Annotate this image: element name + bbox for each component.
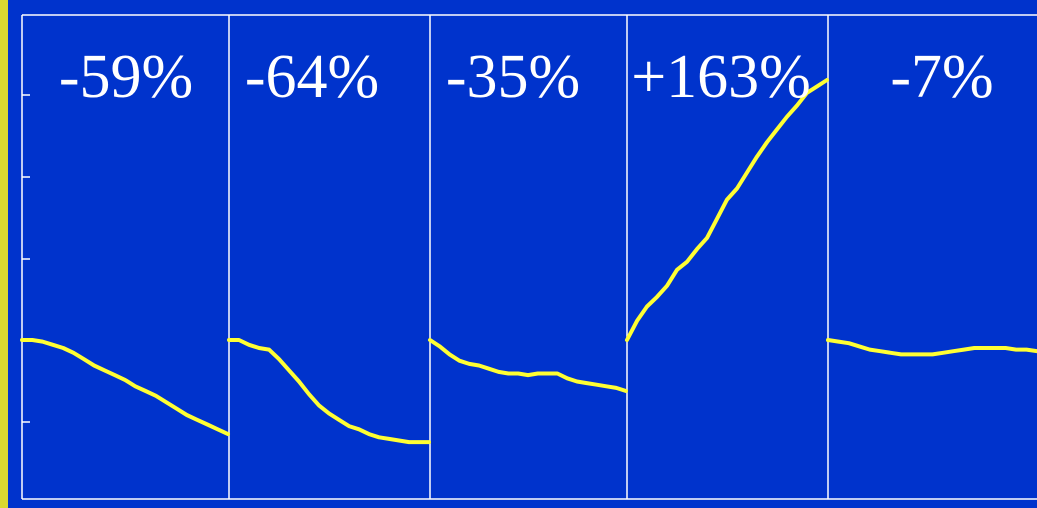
panel-2-change-label: -64% [245,43,379,111]
panel-1-change-label: -59% [59,43,193,111]
series-line-panel-2 [227,338,431,445]
panel-5-change-label: -7% [890,43,993,111]
series-line-panel-4 [625,78,829,342]
plot-background [8,0,1037,508]
series-line-panel-1 [20,338,230,437]
frame-left-edge [0,0,8,508]
panel-3-change-label: -35% [446,43,580,111]
panel-4-change-label: +163% [631,43,811,111]
series-line-panel-5 [826,338,1037,357]
series-line-panel-3 [428,338,628,393]
